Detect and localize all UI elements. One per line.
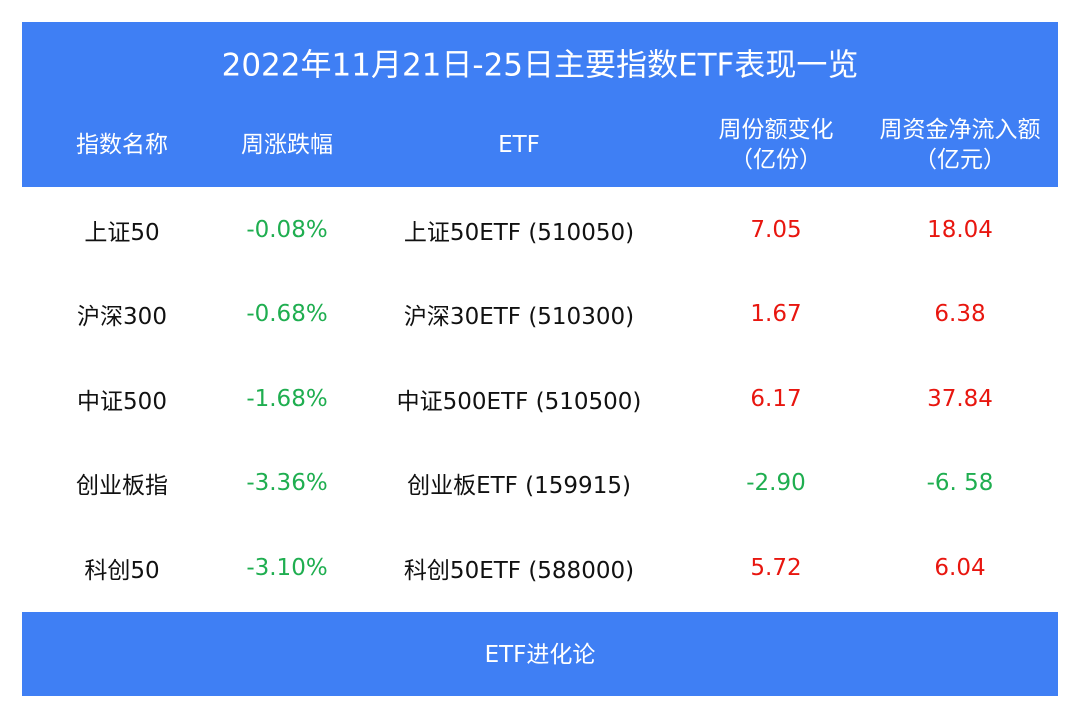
column-header: 周资金净流入额 （亿元） — [880, 115, 1041, 175]
table-cell: 37.84 — [927, 386, 993, 412]
column-header: 周份额变化 （亿份） — [719, 115, 834, 175]
table-cell: 18.04 — [927, 217, 993, 243]
table-cell: 6.04 — [934, 555, 986, 581]
header-band — [22, 22, 1058, 187]
table-cell: -2.90 — [746, 470, 806, 496]
column-header-line: 周资金净流入额 — [879, 117, 1041, 143]
table-cell: 6.17 — [750, 386, 802, 412]
column-header-line: （亿份） — [730, 147, 822, 173]
table-cell: 中证500 — [77, 389, 167, 415]
table-cell: 上证50 — [84, 220, 160, 246]
table-cell: -3.10% — [246, 555, 328, 581]
column-header-line: （亿元） — [914, 147, 1006, 173]
table-cell: 1.67 — [750, 301, 802, 327]
table-cell: 创业板ETF (159915) — [407, 473, 631, 499]
column-header: ETF — [498, 132, 540, 158]
table-cell: 创业板指 — [76, 473, 168, 499]
table-cell: -6. 58 — [926, 470, 994, 496]
column-header: 周涨跌幅 — [241, 132, 333, 158]
column-header-line: 周份额变化 — [718, 117, 834, 143]
footer-band — [22, 612, 1058, 696]
column-header: 指数名称 — [76, 132, 168, 158]
table-cell: -0.08% — [246, 217, 328, 243]
footer-text: ETF进化论 — [484, 642, 596, 668]
table-cell: 5.72 — [750, 555, 802, 581]
table-cell: -3.36% — [246, 470, 328, 496]
table-cell: 中证500ETF (510500) — [396, 389, 642, 415]
table-cell: 7.05 — [750, 217, 802, 243]
table-cell: -1.68% — [246, 386, 328, 412]
table-cell: -0.68% — [246, 301, 328, 327]
table-cell: 6.38 — [934, 301, 986, 327]
title: 2022年11月21日-25日主要指数ETF表现一览 — [221, 47, 859, 84]
table-cell: 上证50ETF (510050) — [403, 220, 635, 246]
table-cell: 科创50ETF (588000) — [403, 558, 635, 584]
table-cell: 科创50 — [84, 558, 160, 584]
table-cell: 沪深300 — [77, 304, 167, 330]
table-cell: 沪深30ETF (510300) — [403, 304, 635, 330]
